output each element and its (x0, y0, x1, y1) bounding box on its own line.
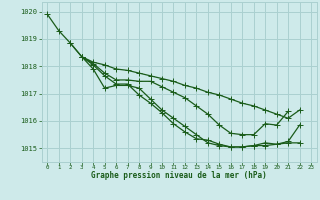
X-axis label: Graphe pression niveau de la mer (hPa): Graphe pression niveau de la mer (hPa) (91, 171, 267, 180)
